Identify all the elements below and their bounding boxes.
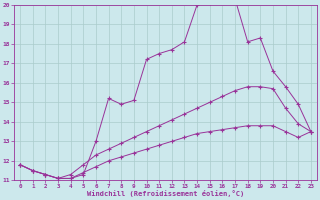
X-axis label: Windchill (Refroidissement éolien,°C): Windchill (Refroidissement éolien,°C) <box>87 190 244 197</box>
